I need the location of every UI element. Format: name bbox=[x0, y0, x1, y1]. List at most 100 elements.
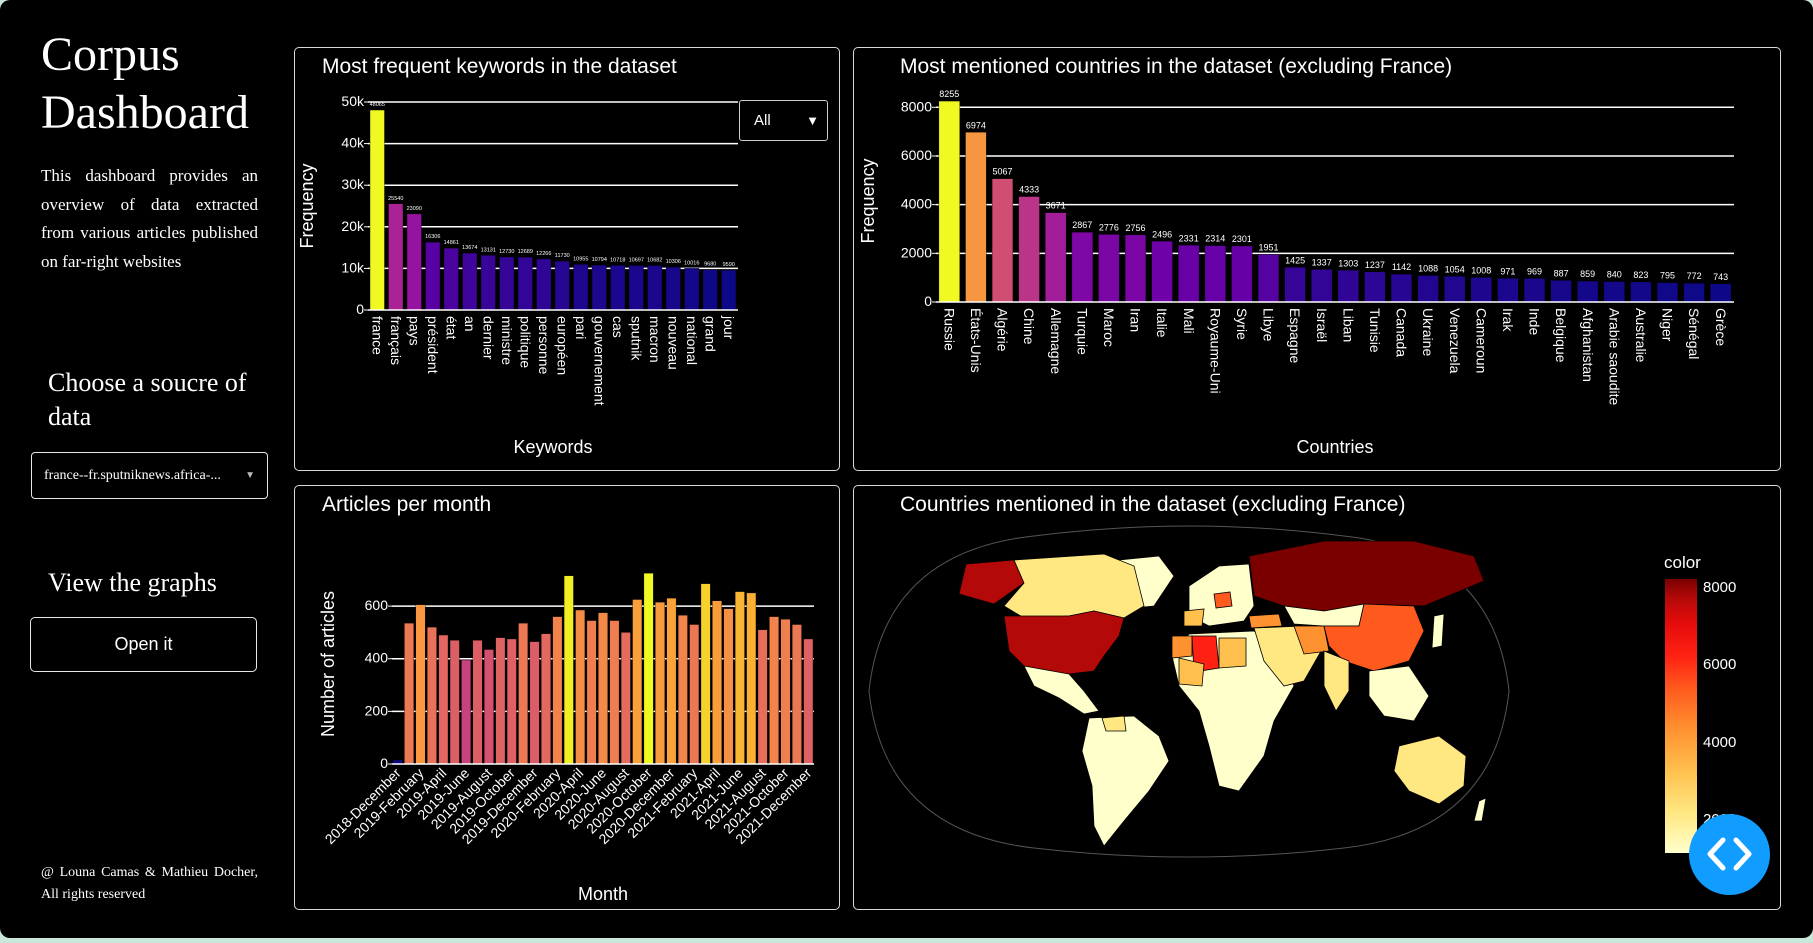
x-tick-label: Grèce bbox=[1713, 308, 1729, 346]
bar bbox=[643, 573, 654, 765]
x-tick-label: nouveau bbox=[665, 316, 681, 370]
months-chart: 02004006002018-December2019-February2019… bbox=[318, 573, 815, 904]
map-region-turkey bbox=[1248, 613, 1283, 629]
bar bbox=[647, 265, 663, 311]
y-tick-label: 400 bbox=[365, 650, 389, 666]
bar bbox=[480, 255, 496, 311]
map-region-canada bbox=[1003, 553, 1145, 619]
open-graphs-button[interactable]: Open it bbox=[30, 617, 257, 672]
x-tick-label: personne bbox=[536, 316, 552, 375]
x-tick-label: macron bbox=[647, 316, 663, 363]
keywords-chart: 0 10k 20k 30k 40k 50k 48065 25540 23090 16306 1486… bbox=[297, 93, 738, 457]
bar bbox=[484, 649, 494, 765]
bar bbox=[427, 627, 437, 765]
source-dropdown[interactable]: france--fr.sputniknews.africa-... ▼ bbox=[31, 452, 268, 499]
y-tick-label: 0 bbox=[380, 755, 388, 771]
bar bbox=[938, 100, 960, 303]
bar-data-label: 2776 bbox=[1099, 222, 1119, 232]
x-tick-label: président bbox=[425, 316, 441, 374]
x-axis-title: Keywords bbox=[513, 437, 592, 457]
bar bbox=[746, 592, 757, 765]
x-tick-label: européen bbox=[554, 316, 570, 375]
bar bbox=[1337, 270, 1359, 303]
keyword-filter-dropdown[interactable]: All ▼ bbox=[739, 100, 828, 141]
bar-data-label: 2496 bbox=[1152, 229, 1172, 239]
bar-data-label: 4333 bbox=[1019, 185, 1039, 195]
bar bbox=[536, 258, 552, 311]
bar-data-label: 11730 bbox=[555, 253, 570, 259]
x-tick-label: Royaume-Uni bbox=[1207, 308, 1223, 394]
x-tick-label: Sénégal bbox=[1686, 308, 1702, 359]
bar-data-label: 10794 bbox=[592, 257, 607, 263]
bar bbox=[438, 634, 449, 765]
bar-data-label: 840 bbox=[1607, 270, 1622, 280]
bar-data-label: 1008 bbox=[1471, 265, 1491, 275]
y-tick-label: 4000 bbox=[901, 196, 932, 212]
bar bbox=[573, 264, 589, 311]
x-tick-label: dernier bbox=[480, 316, 496, 360]
code-brackets-icon bbox=[1707, 837, 1752, 871]
x-axis-title: Month bbox=[578, 884, 628, 904]
bar bbox=[1444, 276, 1466, 303]
bar bbox=[518, 623, 528, 765]
bar bbox=[388, 203, 404, 311]
bar bbox=[575, 609, 586, 765]
bar-data-label: 10682 bbox=[647, 258, 662, 264]
bar bbox=[586, 620, 597, 765]
bar bbox=[1630, 281, 1652, 303]
bar-data-label: 13674 bbox=[462, 245, 477, 251]
sidebar: Corpus Dashboard This dashboard provides… bbox=[0, 0, 285, 938]
map-region-germany bbox=[1213, 591, 1233, 609]
map-region-japan bbox=[1431, 613, 1445, 649]
map-region-morocco bbox=[1171, 635, 1193, 659]
x-axis-title: Countries bbox=[1296, 437, 1373, 457]
x-tick-label: Russie bbox=[941, 308, 957, 351]
bar bbox=[1390, 274, 1413, 303]
months-panel-title: Articles per month bbox=[322, 493, 492, 516]
x-tick-label: ministre bbox=[499, 316, 515, 365]
y-axis-title: Frequency bbox=[297, 163, 317, 248]
bar bbox=[591, 264, 607, 311]
bar bbox=[1417, 275, 1439, 303]
bar bbox=[443, 248, 459, 311]
bar bbox=[499, 256, 515, 311]
x-tick-label: Chine bbox=[1021, 308, 1037, 345]
x-tick-label: france bbox=[369, 316, 385, 355]
bar-data-label: 10697 bbox=[629, 258, 644, 264]
bar-data-label: 971 bbox=[1500, 266, 1515, 276]
y-tick-label: 6000 bbox=[901, 147, 932, 163]
x-tick-label: état bbox=[443, 316, 459, 339]
map-region-iran bbox=[1293, 625, 1330, 655]
bar bbox=[552, 616, 563, 765]
bar bbox=[472, 640, 483, 765]
page-description: This dashboard provides an overview of d… bbox=[41, 166, 258, 271]
y-tick-label: 40k bbox=[341, 135, 365, 151]
y-axis-title: Number of articles bbox=[318, 591, 338, 737]
bar-data-label: 1425 bbox=[1285, 255, 1305, 265]
bar bbox=[425, 242, 441, 311]
map-colorbar-tick: 8000 bbox=[1703, 579, 1736, 596]
bar-data-label: 969 bbox=[1527, 266, 1542, 276]
y-tick-label: 2000 bbox=[901, 244, 932, 260]
map-colorbar-title: color bbox=[1664, 553, 1701, 572]
source-label: Choose a soucre of data bbox=[48, 368, 247, 431]
bar-data-label: 10306 bbox=[666, 259, 681, 265]
bar-data-label: 25540 bbox=[388, 196, 403, 202]
bar bbox=[598, 612, 608, 765]
x-tick-label: Niger bbox=[1660, 308, 1676, 342]
bar-data-label: 1142 bbox=[1392, 262, 1411, 272]
x-tick-label: Libye bbox=[1261, 308, 1277, 342]
y-tick-label: 50k bbox=[341, 93, 365, 109]
bar bbox=[1523, 278, 1546, 303]
x-tick-label: Liban bbox=[1340, 308, 1356, 342]
map-colorbar-tick: 4000 bbox=[1703, 734, 1736, 751]
bar bbox=[1045, 212, 1067, 303]
bar bbox=[369, 109, 385, 311]
bar-data-label: 2756 bbox=[1125, 223, 1145, 233]
bar bbox=[689, 624, 700, 765]
bar bbox=[803, 638, 814, 765]
map-region-china bbox=[1323, 603, 1425, 672]
code-toggle-button[interactable] bbox=[1689, 814, 1770, 895]
bar-data-label: 2331 bbox=[1179, 233, 1199, 243]
bar bbox=[449, 640, 460, 765]
